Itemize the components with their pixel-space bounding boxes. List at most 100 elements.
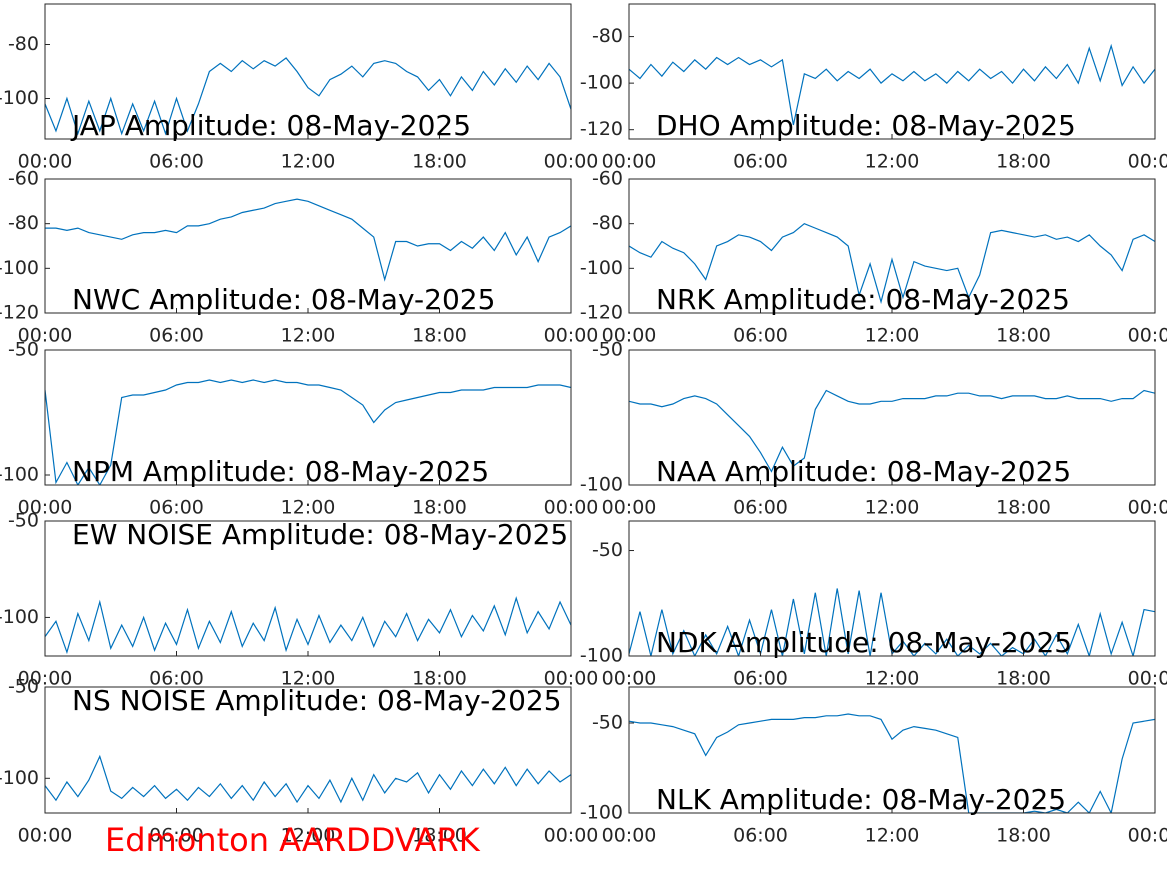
x-tick-label: 00:00 (18, 151, 73, 173)
plot-area (45, 350, 571, 485)
x-tick-label: 12:00 (281, 825, 336, 847)
y-tick-label: -80 (592, 212, 623, 234)
y-tick-label: -50 (592, 339, 623, 361)
y-tick-label: -120 (580, 118, 623, 140)
x-tick-label: 00:00 (602, 825, 657, 847)
x-tick-label: 12:00 (281, 497, 336, 519)
x-tick-label: 06:00 (733, 825, 788, 847)
x-tick-label: 00:00 (1128, 497, 1167, 519)
panel-title: DHO Amplitude: 08-May-2025 (656, 109, 1076, 142)
panel-title: EW NOISE Amplitude: 08-May-2025 (72, 518, 568, 551)
panel-title: NPM Amplitude: 08-May-2025 (72, 455, 489, 488)
x-tick-label: 00:00 (544, 151, 599, 173)
panel-title: NLK Amplitude: 08-May-2025 (656, 783, 1066, 816)
x-tick-label: 06:00 (733, 325, 788, 347)
x-tick-label: 18:00 (412, 325, 467, 347)
y-tick-label: -80 (8, 33, 39, 55)
y-tick-label: -60 (8, 168, 39, 190)
x-tick-label: 18:00 (412, 825, 467, 847)
panel-title: NRK Amplitude: 08-May-2025 (656, 283, 1070, 316)
x-tick-label: 06:00 (149, 325, 204, 347)
x-tick-label: 00:00 (18, 325, 73, 347)
panel-title: NS NOISE Amplitude: 08-May-2025 (72, 684, 562, 717)
x-tick-label: 12:00 (865, 825, 920, 847)
data-line (45, 57, 571, 136)
x-tick-label: 12:00 (865, 325, 920, 347)
plot-area (629, 4, 1155, 139)
y-tick-label: -80 (8, 212, 39, 234)
x-tick-label: 06:00 (149, 497, 204, 519)
y-tick-label: -50 (592, 712, 623, 734)
x-tick-label: 00:00 (1128, 825, 1167, 847)
plot-area (45, 687, 571, 813)
y-tick-label: -100 (0, 257, 39, 279)
x-tick-label: 00:00 (602, 325, 657, 347)
x-tick-label: 12:00 (865, 151, 920, 173)
data-line (629, 43, 1155, 126)
x-tick-label: 18:00 (996, 668, 1051, 690)
x-tick-label: 00:00 (18, 825, 73, 847)
x-tick-label: 00:00 (544, 497, 599, 519)
x-tick-label: 00:00 (544, 668, 599, 690)
y-tick-label: -80 (592, 25, 623, 47)
x-tick-label: 06:00 (733, 668, 788, 690)
plot-area (629, 350, 1155, 485)
x-tick-label: 00:00 (18, 668, 73, 690)
x-tick-label: 18:00 (412, 668, 467, 690)
x-tick-label: 12:00 (281, 151, 336, 173)
x-tick-label: 18:00 (996, 325, 1051, 347)
y-tick-label: -120 (580, 302, 623, 324)
x-tick-label: 00:00 (544, 325, 599, 347)
panel-title: JAP Amplitude: 08-May-2025 (70, 109, 471, 142)
x-tick-label: 00:00 (18, 497, 73, 519)
footer-label: Edmonton AARDDVARK (105, 821, 481, 859)
data-line (45, 198, 571, 282)
data-line (45, 754, 571, 804)
x-tick-label: 12:00 (865, 497, 920, 519)
plot-area (629, 687, 1155, 813)
x-tick-label: 18:00 (996, 497, 1051, 519)
x-tick-label: 00:00 (602, 497, 657, 519)
plot-area (629, 521, 1155, 656)
data-line (629, 222, 1155, 305)
y-tick-label: -120 (0, 302, 39, 324)
data-line (629, 389, 1155, 473)
x-tick-label: 00:00 (1128, 325, 1167, 347)
y-tick-label: -100 (580, 72, 623, 94)
x-tick-label: 12:00 (281, 325, 336, 347)
y-tick-label: -100 (580, 802, 623, 824)
x-tick-label: 18:00 (412, 151, 467, 173)
y-tick-label: -50 (8, 339, 39, 361)
x-tick-label: 06:00 (149, 825, 204, 847)
x-tick-label: 06:00 (733, 151, 788, 173)
data-line (45, 379, 571, 485)
x-tick-label: 00:00 (1128, 151, 1167, 173)
x-tick-label: 18:00 (412, 497, 467, 519)
y-tick-label: -60 (592, 168, 623, 190)
data-line (45, 596, 571, 655)
y-tick-label: -100 (0, 87, 39, 109)
panel-title: NWC Amplitude: 08-May-2025 (72, 283, 495, 316)
y-tick-label: -100 (0, 464, 39, 486)
data-line (629, 713, 1155, 813)
x-tick-label: 12:00 (281, 668, 336, 690)
x-tick-label: 18:00 (996, 825, 1051, 847)
x-tick-label: 12:00 (865, 668, 920, 690)
panel-title: NAA Amplitude: 08-May-2025 (656, 455, 1071, 488)
y-tick-label: -50 (592, 539, 623, 561)
x-tick-label: 06:00 (149, 668, 204, 690)
x-tick-label: 18:00 (996, 151, 1051, 173)
y-tick-label: -50 (8, 676, 39, 698)
x-tick-label: 00:00 (1128, 668, 1167, 690)
plot-area (45, 521, 571, 656)
y-tick-label: -100 (580, 257, 623, 279)
x-tick-label: 06:00 (149, 151, 204, 173)
panel-title: NDK Amplitude: 08-May-2025 (656, 626, 1072, 659)
x-tick-label: 06:00 (733, 497, 788, 519)
x-tick-label: 00:00 (544, 825, 599, 847)
y-tick-label: -100 (580, 645, 623, 667)
y-tick-label: -100 (0, 767, 39, 789)
